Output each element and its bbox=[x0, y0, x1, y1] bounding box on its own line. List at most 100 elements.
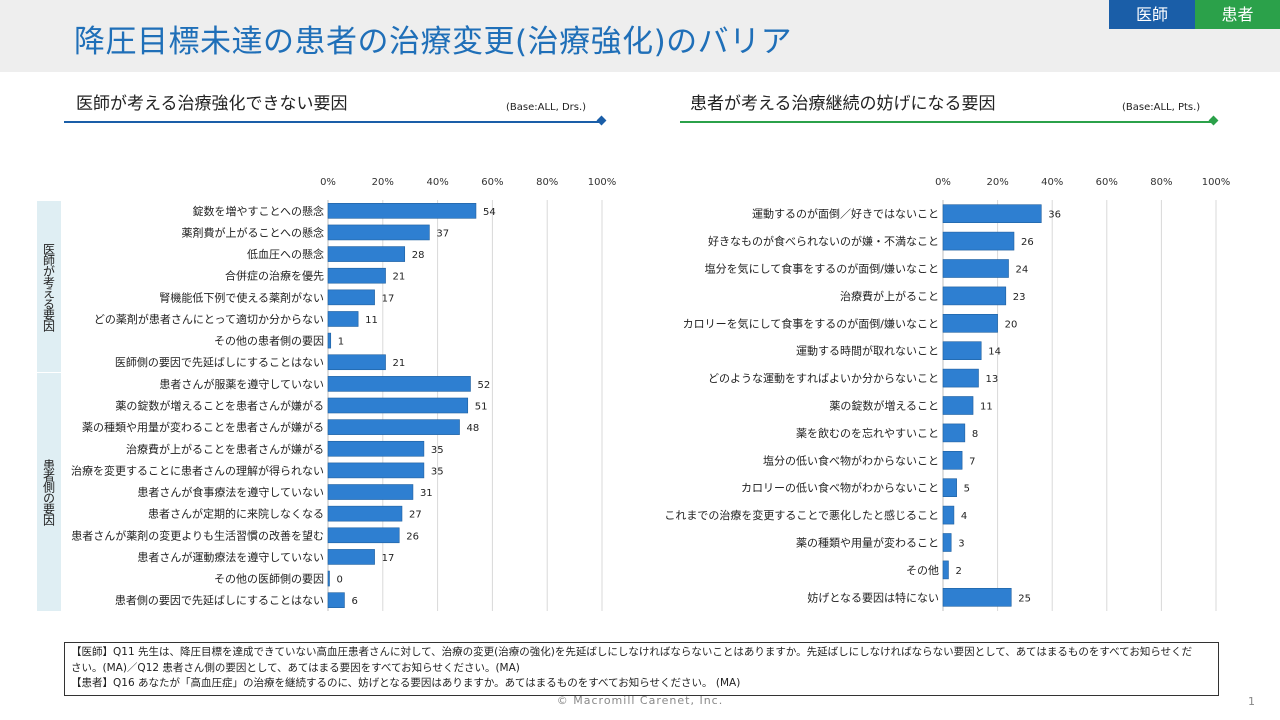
doctor-chart-bar bbox=[327, 462, 425, 479]
patient-chart-bar bbox=[942, 286, 1007, 306]
patient-chart-value-label: 2 bbox=[955, 566, 961, 577]
patient-chart-value-label: 8 bbox=[972, 429, 978, 440]
patient-chart-value-label: 20 bbox=[1005, 319, 1018, 330]
doctor-chart-value-label: 48 bbox=[467, 423, 480, 434]
patient-chart-category-label: 妨げとなる要因は特にない bbox=[807, 590, 939, 604]
patient-chart-category-label: これまでの治療を変更することで悪化したと感じること bbox=[664, 508, 939, 522]
header-bar: 降圧目標未達の患者の治療変更(治療強化)のバリア bbox=[0, 0, 1280, 72]
patient-chart-bar bbox=[942, 505, 955, 525]
patient-chart-bar bbox=[942, 450, 963, 470]
doctor-chart-value-label: 21 bbox=[393, 358, 406, 369]
patient-chart-tick-label: 20% bbox=[986, 177, 1008, 188]
right-section-title: 患者が考える治療継続の妨げになる要因 bbox=[690, 94, 996, 114]
page-title: 降圧目標未達の患者の治療変更(治療強化)のバリア bbox=[74, 24, 793, 60]
doctor-chart-bar bbox=[327, 332, 332, 349]
patient-factors-chart: 0% 20% 40% 60% 80% 100% 運動するのが面倒／好きではないこと 36 好きな… bbox=[664, 177, 1231, 611]
doctor-chart-category-label: 薬の錠数が増えることを患者さんが嫌がる bbox=[115, 399, 324, 413]
patient-chart-value-label: 5 bbox=[964, 484, 970, 495]
patient-chart-value-label: 14 bbox=[988, 347, 1001, 358]
patient-chart-category-label: 塩分を気にして食事をするのが面倒/嫌いなこと bbox=[705, 262, 939, 276]
doctor-chart-tick-label: 60% bbox=[481, 177, 503, 188]
page-number: 1 bbox=[1248, 695, 1255, 708]
doctor-chart-bar bbox=[327, 570, 330, 587]
patient-chart-bar bbox=[942, 313, 998, 333]
patient-chart-value-label: 3 bbox=[958, 539, 964, 550]
patient-chart-category-label: 好きなものが食べられないのが嫌・不満なこと bbox=[708, 234, 939, 248]
footnote-box: 【医師】Q11 先生は、降圧目標を達成できていない高血圧患者さんに対して、治療の… bbox=[64, 642, 1219, 696]
doctor-chart-bar bbox=[327, 354, 386, 371]
doctor-chart-bar bbox=[327, 224, 430, 241]
doctor-chart-category-label: 患者側の要因で先延ばしにすることはない bbox=[115, 594, 324, 607]
doctor-chart-tick-label: 40% bbox=[426, 177, 448, 188]
patient-chart-value-label: 7 bbox=[969, 456, 975, 467]
patient-chart-bar bbox=[942, 259, 1009, 278]
doctor-chart-bar bbox=[327, 505, 403, 522]
doctor-chart-category-label: 腎機能低下例で使える薬剤がない bbox=[159, 290, 324, 304]
doctor-chart-value-label: 21 bbox=[393, 272, 406, 283]
doctor-chart-category-label: 患者さんが定期的に来院しなくなる bbox=[148, 507, 324, 521]
patient-chart-category-label: 薬の錠数が増えること bbox=[829, 399, 939, 413]
doctor-chart-category-label: 治療費が上がることを患者さんが嫌がる bbox=[126, 442, 324, 456]
doctor-chart-value-label: 37 bbox=[436, 228, 449, 239]
tag-doctor: 医師 bbox=[1109, 0, 1195, 29]
patient-chart-category-label: 治療費が上がること bbox=[840, 289, 939, 303]
doctor-chart-category-label: その他の医師側の要因 bbox=[214, 573, 324, 586]
doctor-chart-tick-label: 80% bbox=[536, 177, 558, 188]
doctor-chart-category-label: その他の患者側の要因 bbox=[214, 335, 324, 348]
doctor-chart-value-label: 51 bbox=[475, 402, 488, 413]
doctor-chart-bar bbox=[327, 289, 375, 306]
patient-chart-tick-label: 100% bbox=[1202, 177, 1231, 188]
patient-chart-value-label: 11 bbox=[980, 402, 993, 413]
patient-chart-category-label: カロリーを気にして食事をするのが面倒/嫌いなこと bbox=[683, 316, 939, 330]
doctor-chart-value-label: 17 bbox=[382, 293, 395, 304]
right-base-note: (Base:ALL, Pts.) bbox=[1122, 102, 1201, 113]
patient-chart-value-label: 24 bbox=[1016, 265, 1029, 276]
patient-chart-bar bbox=[942, 368, 979, 388]
patient-chart-category-label: 運動するのが面倒／好きではないこと bbox=[752, 207, 939, 221]
patient-chart-value-label: 26 bbox=[1021, 237, 1034, 248]
doctor-chart-bar bbox=[327, 419, 460, 435]
right-title-rule bbox=[680, 121, 1214, 123]
patient-chart-bar bbox=[942, 478, 957, 498]
doctor-chart-category-label: どの薬剤が患者さんにとって適切か分からない bbox=[94, 312, 324, 326]
side-band-doctor bbox=[37, 201, 61, 372]
left-title-rule bbox=[64, 121, 602, 123]
doctor-chart-category-label: 患者さんが運動療法を遵守していない bbox=[137, 550, 324, 564]
patient-chart-bar bbox=[942, 423, 966, 443]
doctor-chart-category-label: 低血圧への懸念 bbox=[247, 247, 324, 261]
doctor-chart-bar bbox=[327, 376, 471, 392]
doctor-chart-tick-label: 0% bbox=[320, 177, 336, 188]
patient-chart-bar bbox=[942, 533, 952, 552]
patient-chart-tick-label: 60% bbox=[1096, 177, 1118, 188]
doctor-chart-category-label: 患者さんが薬剤の変更よりも生活習慣の改善を望む bbox=[71, 528, 324, 542]
doctor-chart-category-label: 医師側の要因で先延ばしにすることはない bbox=[115, 356, 324, 369]
side-band-patient bbox=[37, 373, 61, 611]
doctor-chart-bar bbox=[327, 592, 345, 608]
patient-chart-category-label: 薬を飲むのを忘れやすいこと bbox=[796, 426, 939, 440]
doctor-chart-value-label: 52 bbox=[477, 380, 490, 391]
patient-chart-category-label: 薬の種類や用量が変わること bbox=[796, 536, 939, 550]
doctor-chart-tick-label: 20% bbox=[372, 177, 394, 188]
doctor-chart-value-label: 35 bbox=[431, 466, 444, 477]
doctor-chart-value-label: 54 bbox=[483, 207, 496, 218]
patient-chart-value-label: 23 bbox=[1013, 292, 1026, 303]
side-label-doctor: 医師が考える要因 bbox=[41, 242, 56, 331]
patient-chart-category-label: その他 bbox=[906, 564, 939, 577]
doctor-chart-bar bbox=[327, 397, 469, 414]
doctor-chart-value-label: 0 bbox=[337, 575, 343, 586]
patient-chart-category-label: どのような運動をすればよいか分からないこと bbox=[708, 371, 939, 385]
patient-chart-value-label: 4 bbox=[961, 511, 967, 522]
left-base-note: (Base:ALL, Drs.) bbox=[506, 102, 587, 113]
doctor-chart-bar bbox=[327, 527, 400, 544]
patient-chart-tick-label: 40% bbox=[1041, 177, 1063, 188]
left-section-title: 医師が考える治療強化できない要因 bbox=[76, 94, 348, 114]
doctor-chart-value-label: 27 bbox=[409, 510, 422, 521]
tag-patient: 患者 bbox=[1195, 0, 1280, 29]
doctor-chart-bar bbox=[327, 246, 406, 262]
copyright: © Macromill Carenet, Inc. bbox=[556, 694, 724, 707]
doctor-factors-chart: 0% 20% 40% 60% 80% 100% 錠数を増やすことへの懸念 54 薬剤費が上がるこ… bbox=[71, 177, 617, 611]
patient-chart-bar bbox=[942, 396, 974, 415]
doctor-chart-bar bbox=[327, 440, 425, 457]
patient-chart-bar bbox=[942, 341, 982, 361]
doctor-chart-tick-label: 100% bbox=[588, 177, 617, 188]
